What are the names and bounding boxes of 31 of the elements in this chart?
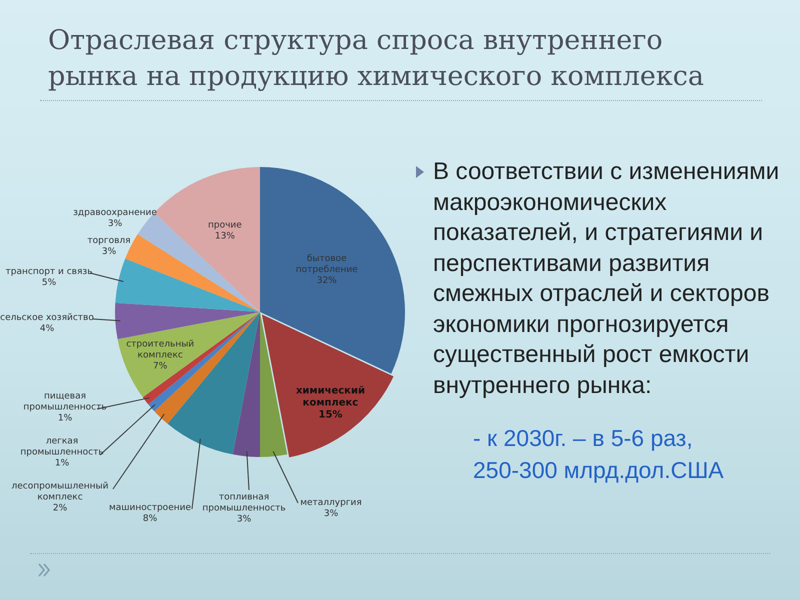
- slice-label: легкая промышленность: [20, 436, 104, 458]
- slice-label: пищевая промышленность: [23, 391, 107, 412]
- slice-label: здравоохранение: [73, 208, 158, 218]
- slice-label: химический комплекс: [296, 385, 365, 408]
- text: - к 2030г. – в 5-6 раз,: [473, 424, 693, 453]
- slice-label: бытовое потребление: [296, 254, 358, 275]
- data-label: 32%: [316, 276, 338, 286]
- data-label: 2%: [52, 503, 68, 514]
- slice-label: торговля: [87, 236, 131, 246]
- data-label: 13%: [214, 232, 236, 242]
- data-label: 3%: [236, 514, 252, 524]
- slice-label: транспорт и связь: [6, 266, 92, 277]
- chart-title: Отраслевая структура спроса внутреннего рынка на продукцию химического комплекса: [48, 24, 706, 94]
- text: 250-300 млрд.дол.США: [473, 456, 724, 485]
- slice-label: топливная промышленность: [202, 492, 286, 514]
- slice-label: прочие: [208, 220, 242, 231]
- text: В соответствии с изменениями макроэкономических показателей, и стратегиями и перспективами развития смежных отраслей и секторов экономики прогнозируется существенный рост емкости внутреннего рынка:: [433, 157, 780, 400]
- slice-label: металлургия: [300, 498, 362, 508]
- data-label: 7%: [153, 362, 168, 372]
- data-label: 8%: [142, 514, 158, 524]
- data-label: 3%: [324, 508, 339, 519]
- data-label: 5%: [42, 278, 57, 288]
- data-label: 3%: [102, 246, 117, 257]
- data-label: 4%: [40, 324, 55, 334]
- data-label: 1%: [58, 413, 73, 424]
- data-label: 15%: [318, 409, 342, 420]
- data-label: 3%: [108, 218, 123, 229]
- slice-label: машиностроение: [109, 502, 192, 513]
- slice-label: сельское хозяйство: [0, 312, 94, 323]
- slice-label: строительный комплекс: [126, 340, 194, 361]
- data-label: 1%: [54, 458, 70, 468]
